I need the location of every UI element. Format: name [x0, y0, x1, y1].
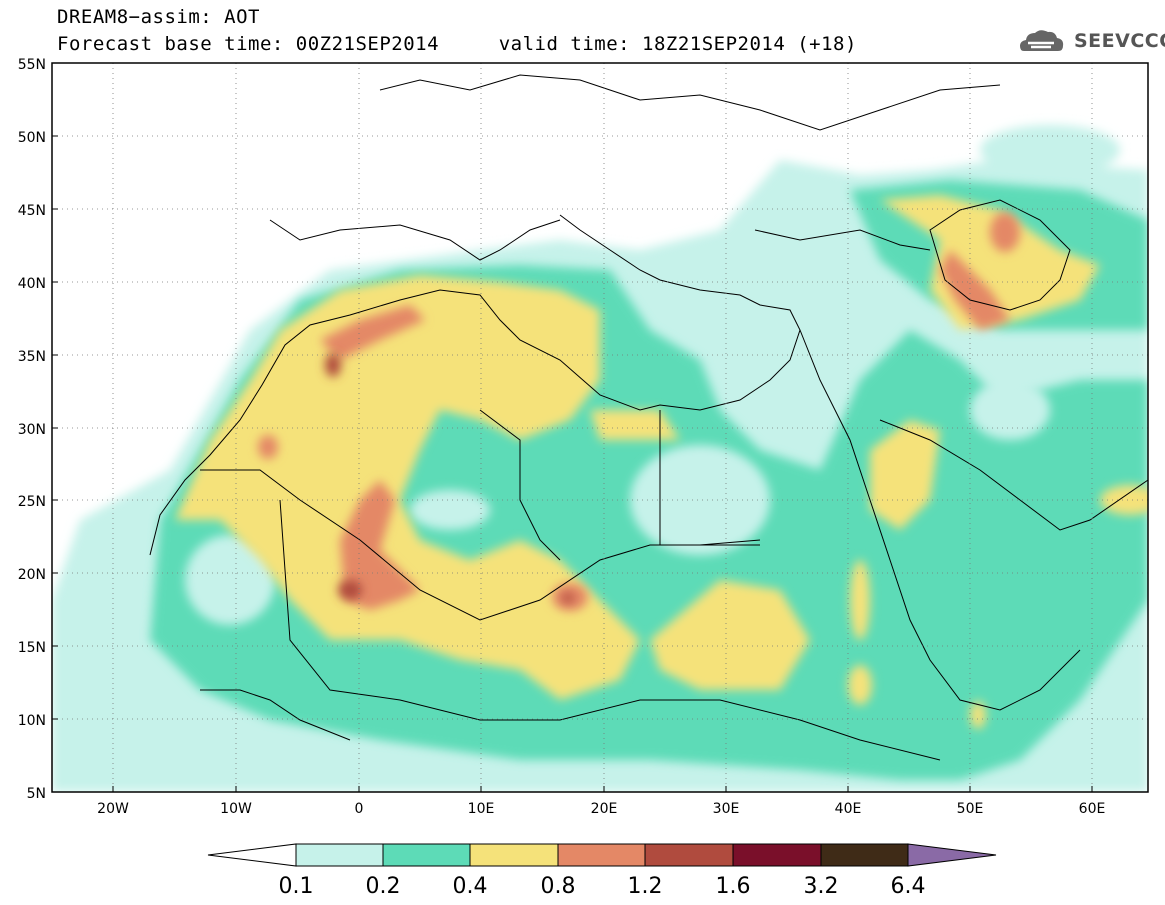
lat-label: 50N	[18, 130, 46, 146]
lon-label: 0	[355, 801, 364, 817]
lon-label: 20W	[97, 801, 129, 817]
colorbar-swatch	[557, 843, 646, 867]
lon-label: 20E	[591, 801, 618, 817]
colorbar-swatch	[295, 843, 384, 867]
colorbar-label: 0.8	[541, 874, 576, 899]
colorbar-over-arrow	[907, 843, 997, 867]
lon-label: 40E	[835, 801, 862, 817]
lon-label: 10W	[220, 801, 252, 817]
map-title: DREAM8−assim: AOT	[57, 6, 260, 28]
colorbar-under-arrow	[207, 843, 297, 867]
lat-label: 30N	[18, 422, 46, 438]
brand-name: SEEVCCC	[1074, 30, 1165, 52]
lat-label: 15N	[18, 640, 46, 656]
colorbar-swatch	[382, 843, 471, 867]
colorbar-swatch	[469, 843, 559, 867]
colorbar-label: 1.2	[628, 874, 663, 899]
cloud-logo-icon	[1020, 30, 1064, 51]
lon-label: 30E	[713, 801, 740, 817]
colorbar-label: 3.2	[804, 874, 839, 899]
lon-label: 50E	[957, 801, 984, 817]
colorbar	[207, 843, 997, 867]
colorbar-label: 0.1	[279, 874, 314, 899]
colorbar-labels: 0.1 0.2 0.4 0.8 1.2 1.6 3.2 6.4	[279, 874, 926, 899]
lon-labels: 20W 10W 0 10E 20E 30E 40E 50E 60E	[97, 801, 1105, 817]
colorbar-swatch	[820, 843, 909, 867]
colorbar-label: 6.4	[891, 874, 926, 899]
lat-label: 25N	[18, 494, 46, 510]
colorbar-label: 0.2	[366, 874, 401, 899]
lat-label: 40N	[18, 276, 46, 292]
coastlines	[149, 74, 1148, 761]
lat-label: 10N	[18, 713, 46, 729]
lat-label: 20N	[18, 567, 46, 583]
colorbar-label: 0.4	[453, 874, 488, 899]
lat-labels: 55N 50N 45N 40N 35N 30N 25N 20N 15N 10N …	[18, 57, 46, 802]
lon-label: 10E	[468, 801, 495, 817]
lat-label: 35N	[18, 349, 46, 365]
lat-label: 5N	[27, 786, 46, 802]
lat-label: 45N	[18, 203, 46, 219]
forecast-times: Forecast base time: 00Z21SEP2014 valid t…	[57, 33, 857, 55]
colorbar-label: 1.6	[716, 874, 751, 899]
lon-label: 60E	[1079, 801, 1106, 817]
colorbar-swatch	[732, 843, 822, 867]
aot-field	[52, 63, 1148, 792]
colorbar-swatch	[644, 843, 734, 867]
lat-label: 55N	[18, 57, 46, 73]
